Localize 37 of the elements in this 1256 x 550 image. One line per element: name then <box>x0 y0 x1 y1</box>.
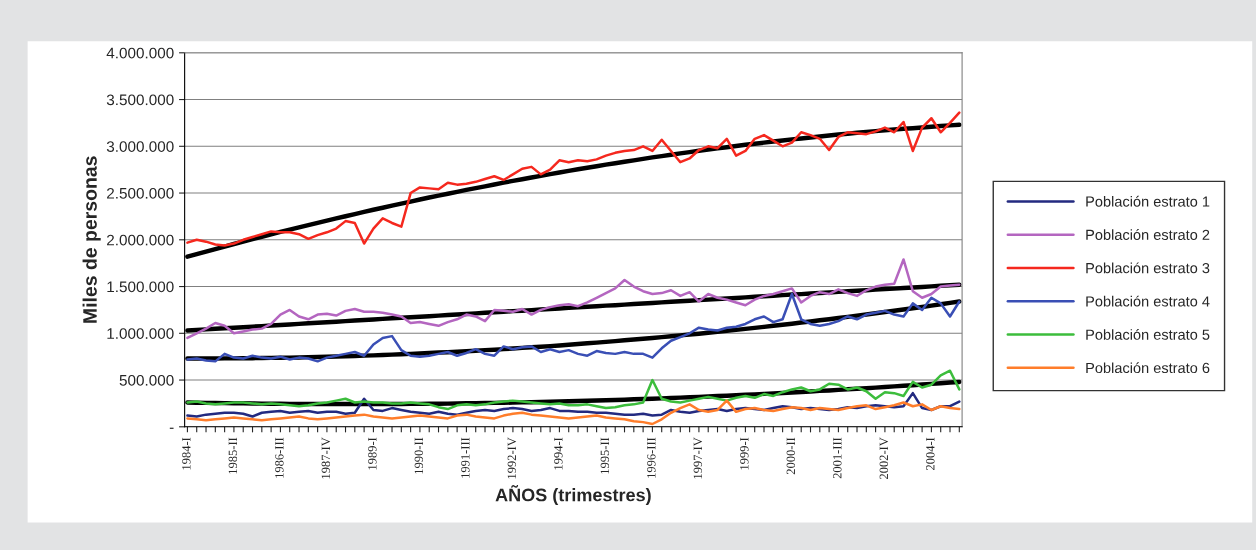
x-tick-label: 1995-II <box>600 437 610 474</box>
line-series <box>186 258 961 340</box>
x-tick-label: 1997-IV <box>693 437 703 479</box>
x-tick-label: 1991-III <box>461 437 470 478</box>
y-tick-label: 3.500.000 <box>106 94 174 106</box>
y-tick-label: 500.000 <box>119 374 174 386</box>
y-tick-label: 2.000.000 <box>107 234 174 246</box>
x-tick-label: 1999-I <box>740 437 749 470</box>
x-tick-label: 1987-IV <box>321 437 331 479</box>
legend-label: Población estrato 2 <box>1086 229 1210 240</box>
x-tick-label: 1986-III <box>275 437 284 478</box>
y-tick-label: 2.500.000 <box>107 187 174 199</box>
line-series <box>186 111 961 247</box>
y-tick-label: 3.000.000 <box>106 141 174 152</box>
x-tick-label: 2000-II <box>786 437 796 475</box>
legend-label: Población estrato 5 <box>1086 328 1210 340</box>
x-tick-label: 1985-II <box>228 437 238 474</box>
x-tick-label: 1984-I <box>182 437 191 470</box>
y-axis-title: Miles de personas <box>82 156 101 323</box>
x-tick-label: 2002-IV <box>879 437 889 480</box>
x-tick-label: 1996-III <box>647 437 656 478</box>
x-axis-title: AÑOS (trimestres) <box>495 485 651 505</box>
line-series <box>186 369 961 411</box>
x-tick-label: 1992-IV <box>507 437 517 479</box>
x-tick-label: 2001-III <box>833 437 842 479</box>
legend-label: Población estrato 4 <box>1086 295 1210 307</box>
y-tick-label: 4.000.000 <box>106 47 174 59</box>
y-tick-label: 1.000.000 <box>107 328 174 339</box>
legend-label: Población estrato 6 <box>1086 362 1210 374</box>
x-tick-label: 1989-I <box>368 437 377 470</box>
x-tick-label: 1994-I <box>554 437 563 470</box>
y-tick-label: 1.500.000 <box>107 281 174 293</box>
legend-label: Población estrato 3 <box>1086 262 1210 274</box>
x-tick-label: 1990-II <box>414 437 424 474</box>
legend-label: Población estrato 1 <box>1086 195 1210 207</box>
y-tick-label: - <box>169 427 174 429</box>
x-tick-label: 2004-I <box>926 437 935 470</box>
